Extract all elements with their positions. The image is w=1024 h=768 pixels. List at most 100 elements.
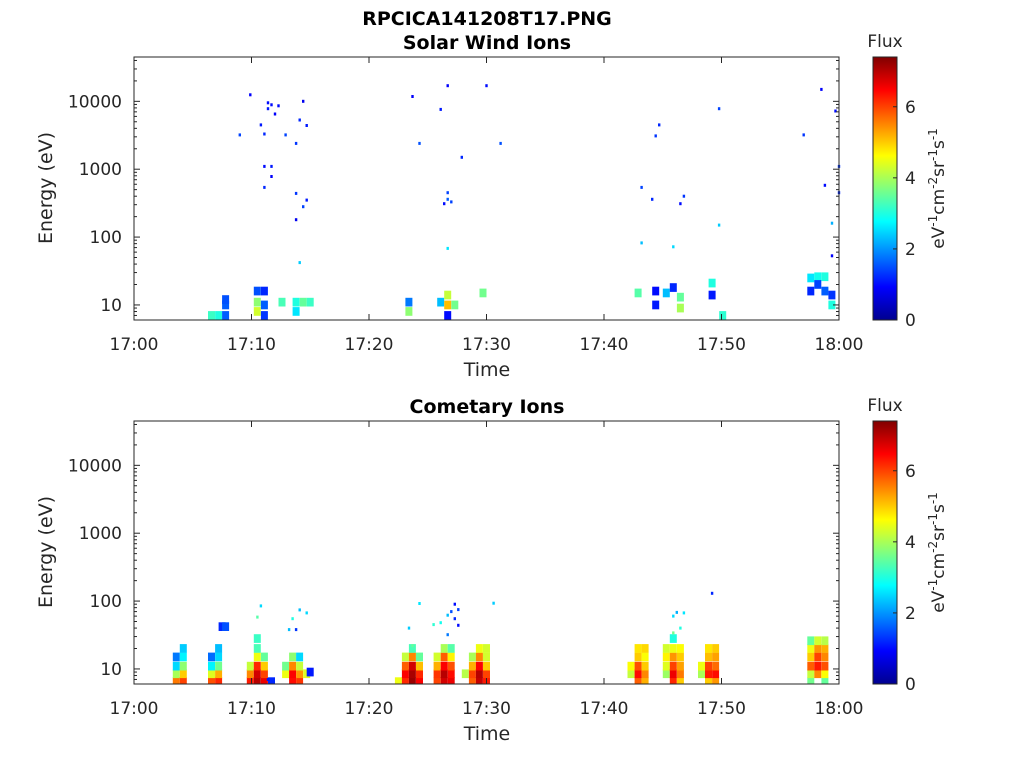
y-axis-label-cometary: Energy (eV) (35, 496, 57, 608)
ci-flux-cell (669, 669, 677, 679)
sw-flux-cell (222, 311, 230, 320)
ci-flux-cell (179, 644, 187, 653)
sw-flux-point (654, 134, 657, 138)
ci-flux-cell (306, 667, 314, 677)
colorbar-tick-label: 4 (905, 169, 916, 189)
ci-flux-cell (676, 644, 684, 653)
ci-flux-point (672, 631, 675, 635)
ci-flux-cell (179, 677, 187, 684)
sw-flux-point (682, 194, 686, 198)
ci-flux-cell (483, 669, 490, 679)
ci-flux-cell (662, 644, 670, 653)
sw-flux-point (830, 221, 834, 225)
ci-flux-cell (698, 661, 705, 671)
plot-frame-solar-wind (133, 56, 840, 321)
sw-flux-cell (292, 307, 300, 316)
sw-flux-point (249, 93, 252, 97)
sw-flux-cell (814, 280, 822, 289)
x-axis-label-cometary: Time (463, 723, 511, 745)
sw-flux-point (266, 101, 270, 105)
sw-flux-point (270, 103, 273, 107)
sw-flux-cell (260, 300, 268, 310)
ci-flux-cell (821, 669, 829, 679)
ci-flux-cell (260, 661, 268, 671)
x-tick-label: 17:00 (110, 335, 159, 355)
ci-flux-cell (712, 652, 720, 662)
sw-flux-point (273, 112, 277, 116)
x-tick-label: 17:00 (110, 699, 159, 719)
sw-flux-cell (253, 286, 261, 296)
ci-flux-cell (208, 677, 215, 684)
ci-flux-cell (172, 669, 180, 679)
ci-flux-cell (296, 677, 304, 684)
y-tick-label: 100 (90, 592, 122, 612)
sw-flux-point (302, 99, 305, 103)
sw-flux-point (485, 84, 488, 88)
ci-flux-point (418, 602, 421, 605)
sw-flux-cell (828, 300, 836, 310)
sw-flux-point (446, 191, 449, 195)
sw-flux-point (443, 202, 446, 206)
ci-flux-cell (676, 652, 684, 662)
sw-flux-cell (719, 311, 727, 320)
ci-flux-point (453, 617, 456, 621)
sw-flux-cell (215, 311, 223, 320)
ci-flux-cell (475, 669, 483, 679)
ci-flux-cell (440, 644, 448, 653)
ci-flux-cell (408, 661, 416, 671)
sw-flux-cell (652, 300, 660, 310)
x-tick-label: 18:00 (815, 699, 864, 719)
ci-flux-cell (712, 677, 720, 684)
sw-flux-point (640, 185, 643, 189)
ci-flux-cell (433, 652, 441, 662)
sw-flux-cell (662, 288, 670, 298)
ci-flux-cell (289, 661, 297, 671)
sw-flux-cell (479, 288, 487, 298)
ci-flux-cell (634, 669, 642, 679)
ci-flux-cell (475, 652, 483, 662)
ci-flux-cell (447, 661, 455, 671)
x-tick-label: 17:50 (697, 335, 746, 355)
ci-flux-cell (246, 669, 254, 679)
ci-flux-cell (253, 644, 261, 653)
ci-flux-cell (433, 669, 441, 679)
x-tick-label: 17:10 (227, 699, 276, 719)
x-ticks-solar-wind: 17:00 17:10 17:20 17:30 17:40 17:50 18:00 (110, 57, 864, 355)
ci-flux-cell (475, 644, 483, 653)
sw-flux-point (277, 104, 280, 108)
ci-flux-cell (208, 669, 215, 679)
panel-title-cometary: Cometary Ions (410, 396, 565, 418)
ci-flux-cell (246, 677, 254, 684)
ci-flux-point (298, 608, 301, 612)
sw-flux-cell (405, 307, 413, 316)
ci-flux-cell (821, 661, 829, 671)
ci-flux-cell (705, 644, 712, 653)
ci-flux-point (407, 626, 411, 630)
ci-flux-cell (814, 661, 822, 671)
ci-flux-cell (705, 669, 712, 679)
y-tick-label: 10000 (68, 456, 122, 476)
ci-flux-cell (172, 677, 180, 684)
ci-flux-cell (282, 669, 290, 679)
sw-flux-cell (306, 297, 314, 307)
x-tick-label: 17:40 (580, 335, 629, 355)
sw-flux-point (820, 87, 823, 91)
x-tick-label: 17:40 (580, 699, 629, 719)
ci-flux-cell (669, 677, 677, 684)
sw-flux-point (640, 241, 643, 245)
ci-flux-cell (208, 661, 215, 671)
ci-flux-cell (246, 661, 254, 671)
ci-flux-cell (253, 669, 261, 679)
ci-flux-cell (289, 669, 297, 679)
ci-flux-cell (705, 652, 712, 662)
ci-flux-cell (698, 669, 705, 679)
ci-flux-cell (475, 677, 483, 684)
ci-flux-cell (260, 652, 268, 662)
sw-flux-point (834, 109, 837, 113)
ci-flux-cell (807, 669, 815, 679)
ci-flux-cell (807, 661, 815, 671)
sw-flux-point (802, 133, 805, 137)
sw-flux-cell (821, 286, 829, 296)
ci-flux-cell (468, 669, 476, 679)
